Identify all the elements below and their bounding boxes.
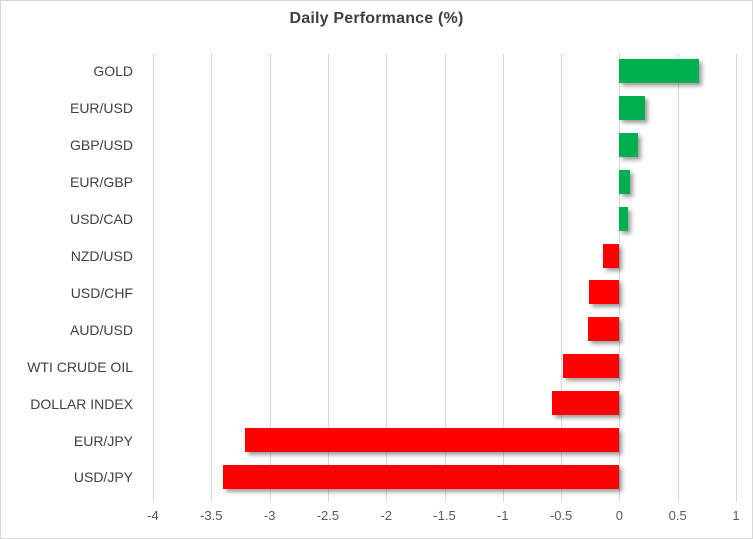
- bar-row: [153, 422, 736, 459]
- bar-row: [153, 201, 736, 238]
- plot-area: [153, 53, 737, 502]
- category-label-usd-cad: USD/CAD: [69, 211, 133, 228]
- gridline: [153, 53, 154, 502]
- bar-gbp-usd: [619, 132, 639, 157]
- bar-row: [153, 459, 736, 496]
- gridline: [502, 53, 504, 502]
- bar-gold: [619, 59, 699, 83]
- gridline: [269, 53, 271, 502]
- bar-eur-gbp: [619, 169, 630, 194]
- x-tick-label: -0.5: [549, 508, 573, 523]
- bar-rows: [153, 53, 736, 496]
- bar-eur-jpy: [245, 428, 620, 453]
- bar-usd-jpy: [222, 464, 620, 489]
- category-label-eur-jpy: EUR/JPY: [73, 432, 133, 449]
- x-tick-label: -3.5: [200, 508, 223, 523]
- gridline: [211, 53, 213, 502]
- category-label-wti-crude-oil: WTI CRUDE OIL: [27, 358, 133, 375]
- gridline: [561, 53, 563, 502]
- x-tick-label: -2: [380, 508, 392, 523]
- bar-usd-cad: [619, 206, 628, 231]
- bar-eur-usd: [619, 95, 646, 120]
- x-tick-label: -2.5: [316, 508, 340, 523]
- bar-nzd-usd: [603, 243, 620, 268]
- bar-row: [153, 127, 736, 164]
- category-label-usd-chf: USD/CHF: [70, 284, 133, 301]
- category-label-eur-usd: EUR/USD: [69, 100, 133, 117]
- bar-row: [153, 90, 736, 127]
- bar-row: [153, 164, 736, 201]
- category-label-gold: GOLD: [93, 63, 133, 80]
- gridline: [444, 53, 446, 502]
- category-label-aud-usd: AUD/USD: [69, 321, 133, 338]
- x-tick-label: -4: [147, 508, 159, 523]
- bar-row: [153, 53, 736, 90]
- bar-row: [153, 311, 736, 348]
- category-axis: GOLD EUR/USD GBP/USD EUR/GBP USD/CAD NZD/USD U…: [1, 53, 143, 496]
- category-label-eur-gbp: EUR/GBP: [69, 174, 133, 191]
- gridline: [386, 53, 388, 502]
- bar-row: [153, 385, 736, 422]
- gridline: [677, 53, 679, 502]
- bar-dollar-index: [551, 391, 620, 416]
- bar-aud-usd: [587, 317, 620, 342]
- x-tick-label: -1.5: [433, 508, 456, 523]
- x-tick-label: 0: [615, 508, 624, 523]
- category-label-usd-jpy: USD/JPY: [73, 469, 133, 486]
- value-axis: -4 -3.5 -3 -2.5 -2 -1.5 -1 -0.5 0 0.5 1: [147, 508, 740, 528]
- gridline: [736, 53, 737, 502]
- x-tick-label: 0.5: [668, 508, 687, 523]
- x-tick-label: -3: [263, 508, 276, 523]
- bar-wti-crude-oil: [563, 354, 620, 379]
- bar-row: [153, 348, 736, 385]
- x-tick-label: -1: [497, 508, 509, 523]
- category-label-dollar-index: DOLLAR INDEX: [30, 395, 133, 412]
- gridline: [327, 53, 329, 502]
- category-label-gbp-usd: GBP/USD: [69, 137, 133, 154]
- bar-row: [153, 238, 736, 275]
- x-tick-label: 1: [732, 508, 740, 523]
- category-label-nzd-usd: NZD/USD: [70, 247, 133, 264]
- chart-title: Daily Performance (%): [289, 10, 464, 27]
- bar-usd-chf: [589, 280, 620, 305]
- bar-row: [153, 274, 736, 311]
- gridline: [619, 53, 621, 502]
